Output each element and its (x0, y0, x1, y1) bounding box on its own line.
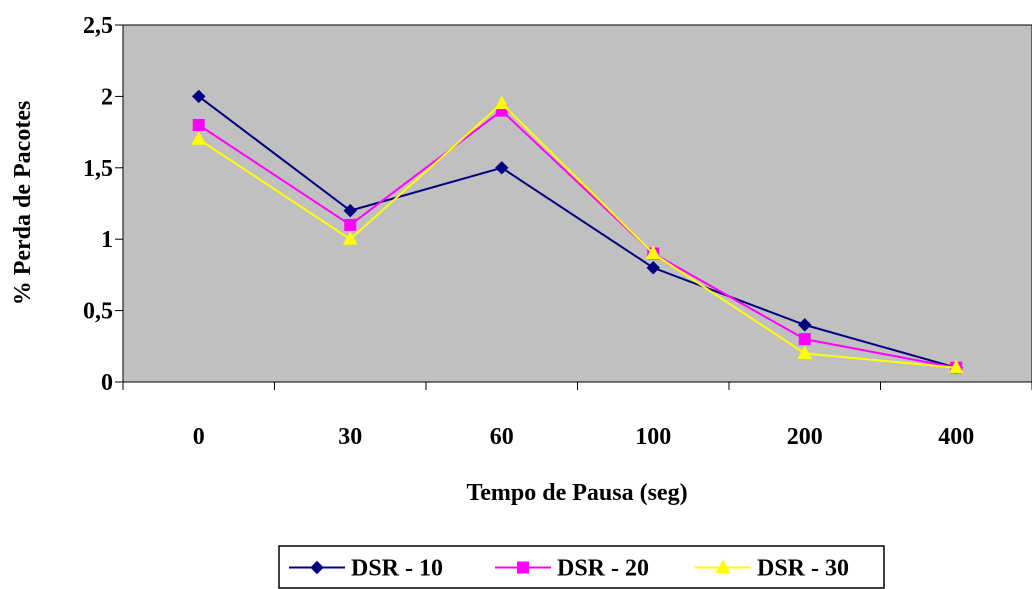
y-tick-label: 1,5 (83, 156, 113, 182)
legend-item: DSR - 30 (695, 556, 849, 582)
y-tick-label: 0 (101, 370, 113, 396)
legend-label: DSR - 30 (757, 556, 849, 582)
x-tick-label: 100 (635, 424, 671, 450)
series-line (198, 102, 957, 369)
series-layer (191, 89, 964, 375)
y-tick-label: 2,5 (83, 13, 113, 39)
data-point (798, 318, 812, 332)
y-tick-label: 1 (101, 227, 113, 253)
legend-label: DSR - 10 (351, 556, 443, 582)
data-point (343, 203, 357, 218)
data-point (192, 89, 206, 104)
data-point (495, 161, 509, 175)
data-point (494, 95, 510, 110)
data-point (798, 333, 811, 346)
plot-area (122, 24, 1032, 383)
series-line (198, 109, 957, 369)
x-tick-label: 30 (338, 424, 362, 450)
x-tick-label: 0 (193, 424, 205, 450)
legend-marker (715, 559, 731, 573)
legend: DSR - 10 DSR - 20 DSR - 30 (278, 545, 885, 589)
data-point (948, 359, 964, 374)
y-tick-label: 2 (101, 84, 113, 110)
series-1 (192, 89, 963, 375)
legend-item: DSR - 20 (495, 556, 649, 582)
y-tick-label: 0,5 (83, 299, 113, 325)
legend-item: DSR - 10 (289, 556, 443, 582)
x-tick-label: 200 (787, 424, 823, 450)
data-point (797, 345, 813, 359)
x-tick-label: 60 (490, 424, 514, 450)
data-point (645, 245, 661, 259)
data-point (646, 261, 660, 275)
x-axis-title: Tempo de Pausa (seg) (466, 480, 687, 506)
series-3 (191, 95, 964, 374)
axes: 0 0,5 1 1,5 2 2,5 0 30 60 100 200 400 (83, 13, 1032, 450)
data-point (344, 218, 357, 231)
legend-marker (310, 560, 324, 575)
y-axis-title: % Perda de Pacotes (10, 101, 36, 306)
data-point (191, 131, 207, 145)
legend-label: DSR - 20 (557, 556, 649, 582)
x-tick-label: 400 (938, 424, 974, 450)
legend-box (278, 545, 885, 589)
data-point (192, 118, 205, 131)
data-point (342, 231, 358, 245)
legend-marker (517, 561, 529, 574)
series-line (198, 95, 957, 369)
